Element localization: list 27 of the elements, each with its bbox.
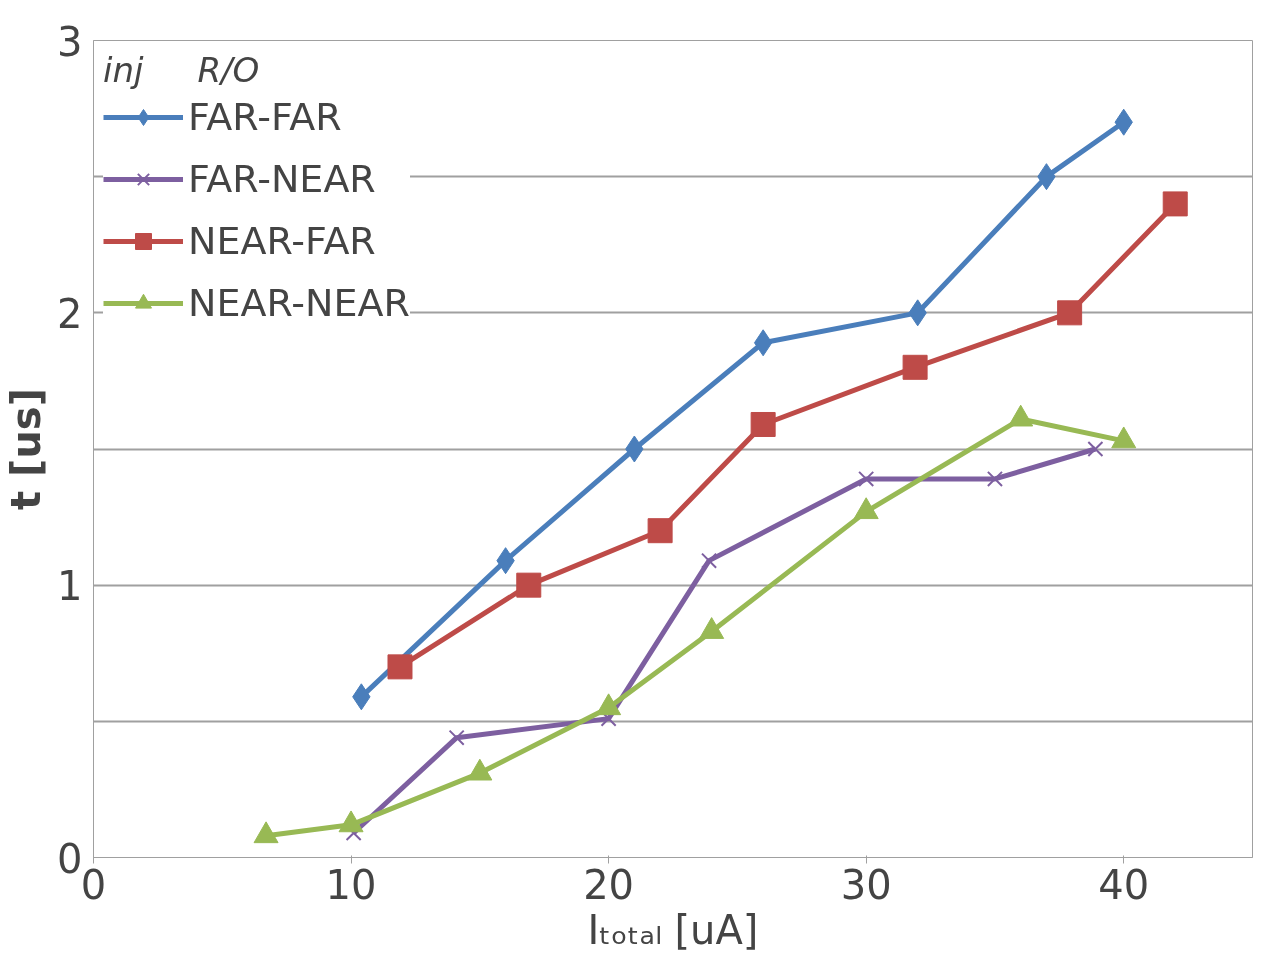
- x-tick-label: 40: [1098, 861, 1150, 908]
- point: [1087, 440, 1104, 458]
- point: [647, 518, 673, 544]
- point: [986, 470, 1004, 488]
- point: [1057, 300, 1083, 326]
- legend-label: FAR-NEAR: [188, 157, 376, 201]
- point: [753, 329, 773, 357]
- point: [516, 572, 542, 598]
- y-tick-label: 3: [57, 18, 83, 65]
- x-tick-label: 20: [583, 861, 635, 908]
- point: [750, 411, 776, 437]
- y-tick-label: 1: [57, 563, 83, 610]
- point: [1162, 191, 1188, 217]
- legend-label: FAR-FAR: [188, 95, 342, 139]
- y-axis-title: t [us]: [3, 388, 50, 510]
- legend-title: inj R/O: [103, 50, 261, 90]
- x-axis-title: Iₜₒₜₐₗ [uA]: [587, 906, 759, 953]
- x-tick-label: 30: [840, 861, 892, 908]
- point: [387, 654, 413, 680]
- x-tick-label: 10: [325, 861, 377, 908]
- point: [448, 729, 465, 746]
- point: [700, 552, 718, 569]
- point: [902, 354, 928, 380]
- point: [858, 470, 875, 488]
- legend-label: NEAR-FAR: [188, 219, 376, 263]
- y-tick-label: 2: [57, 290, 83, 337]
- legend-label: NEAR-NEAR: [188, 281, 410, 325]
